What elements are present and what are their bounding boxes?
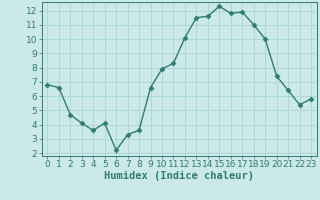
X-axis label: Humidex (Indice chaleur): Humidex (Indice chaleur) [104, 171, 254, 181]
